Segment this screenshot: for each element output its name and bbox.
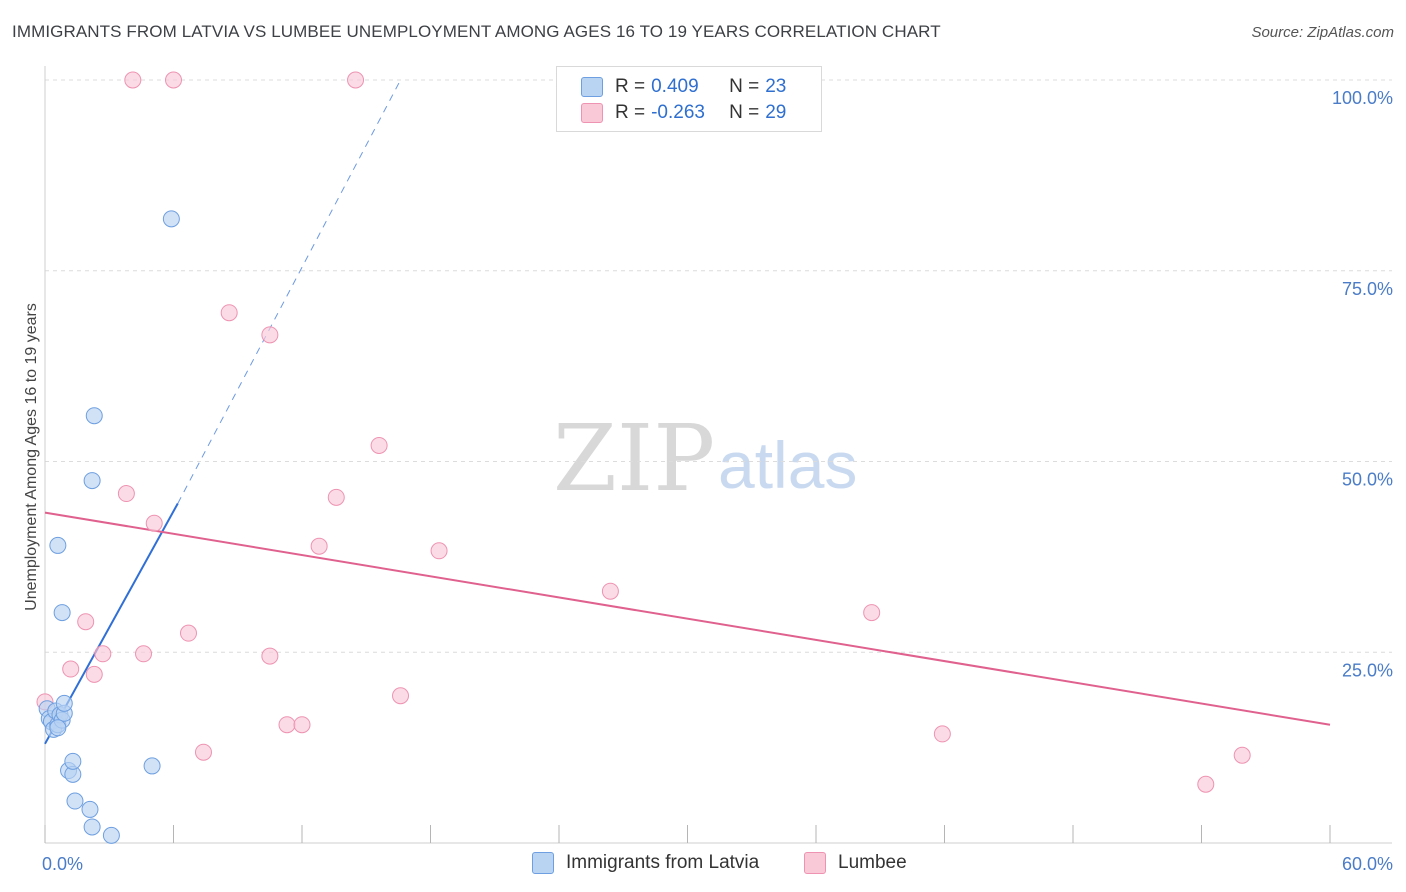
lumbee-point [430, 542, 448, 560]
lumbee-point [310, 537, 328, 555]
y-tick-label: 100.0% [1332, 88, 1393, 108]
n-label: N = [729, 102, 760, 123]
legend-label-lumbee: Lumbee [838, 852, 907, 873]
r-value: -0.263 [651, 102, 705, 123]
latvia-legend-swatch [532, 852, 554, 874]
source-label: Source: ZipAtlas.com [1251, 24, 1394, 41]
lumbee-point [278, 716, 296, 734]
latvia-trend-extension [177, 79, 401, 504]
latvia-swatch [581, 77, 603, 97]
latvia-point [162, 210, 180, 228]
n-value: 29 [765, 102, 787, 123]
series-legend: Immigrants from Latvia Lumbee [0, 852, 1406, 878]
lumbee-point [179, 624, 197, 642]
lumbee-legend-swatch [804, 852, 826, 874]
lumbee-point [1233, 746, 1251, 764]
lumbee-point [94, 645, 112, 663]
latvia-point [55, 694, 73, 712]
watermark: ZIP atlas [553, 405, 857, 512]
lumbee-point [601, 582, 619, 600]
legend-label-latvia: Immigrants from Latvia [566, 852, 760, 873]
legend-item-lumbee[interactable]: Lumbee [804, 852, 907, 874]
lumbee-point [293, 716, 311, 734]
lumbee-point [933, 725, 951, 743]
latvia-point [53, 604, 71, 622]
r-label: R = [615, 102, 646, 123]
lumbee-point [863, 604, 881, 622]
latvia-point [83, 818, 101, 836]
x-tick-label: 0.0% [42, 854, 83, 874]
lumbee-point [145, 514, 163, 532]
lumbee-point [327, 488, 345, 506]
lumbee-point [135, 645, 153, 663]
legend-row-lumbee: R = -0.263 N = 29 [581, 101, 786, 125]
lumbee-point [85, 665, 103, 683]
latvia-point [49, 536, 67, 554]
y-tick-label: 50.0% [1342, 470, 1393, 490]
n-label: N = [729, 76, 760, 97]
lumbee-point [1197, 775, 1215, 793]
watermark-zip: ZIP [553, 405, 715, 512]
r-label: R = [615, 76, 646, 97]
latvia-point [102, 826, 120, 844]
correlation-legend: R = 0.409 N = 23 R = -0.263 N = 29 [556, 66, 822, 132]
y-axis-label: Unemployment Among Ages 16 to 19 years [23, 303, 40, 611]
r-value: 0.409 [651, 76, 699, 97]
lumbee-point [261, 647, 279, 665]
chart-title: IMMIGRANTS FROM LATVIA VS LUMBEE UNEMPLO… [12, 22, 941, 41]
lumbee-point [62, 660, 80, 678]
lumbee-point [392, 687, 410, 705]
x-tick-label: 60.0% [1342, 854, 1393, 874]
lumbee-point [370, 436, 388, 454]
lumbee-point [117, 485, 135, 503]
lumbee-point [347, 71, 365, 89]
gridlines [45, 79, 1392, 653]
lumbee-point [261, 326, 279, 344]
latvia-point [143, 757, 161, 775]
n-value: 23 [765, 76, 787, 97]
lumbee-swatch [581, 103, 603, 123]
tick-labels: 25.0% 50.0% 75.0% 100.0% 0.0% 60.0% [42, 88, 1393, 874]
lumbee-point [124, 71, 142, 89]
lumbee-point [165, 71, 182, 89]
lumbee-trend-line [44, 511, 1331, 726]
latvia-point [66, 792, 84, 810]
data-points [36, 71, 1251, 844]
lumbee-point [194, 743, 212, 761]
y-tick-label: 75.0% [1342, 279, 1393, 299]
legend-row-latvia: R = 0.409 N = 23 [581, 75, 786, 99]
latvia-point [81, 800, 99, 818]
watermark-atlas: atlas [718, 428, 857, 502]
lumbee-point [220, 304, 238, 322]
latvia-point [83, 472, 101, 490]
latvia-point [64, 752, 82, 770]
lumbee-point [77, 613, 95, 631]
y-tick-label: 25.0% [1342, 660, 1393, 680]
latvia-point [49, 719, 67, 737]
legend-item-latvia[interactable]: Immigrants from Latvia [532, 852, 759, 874]
latvia-point [85, 407, 103, 425]
